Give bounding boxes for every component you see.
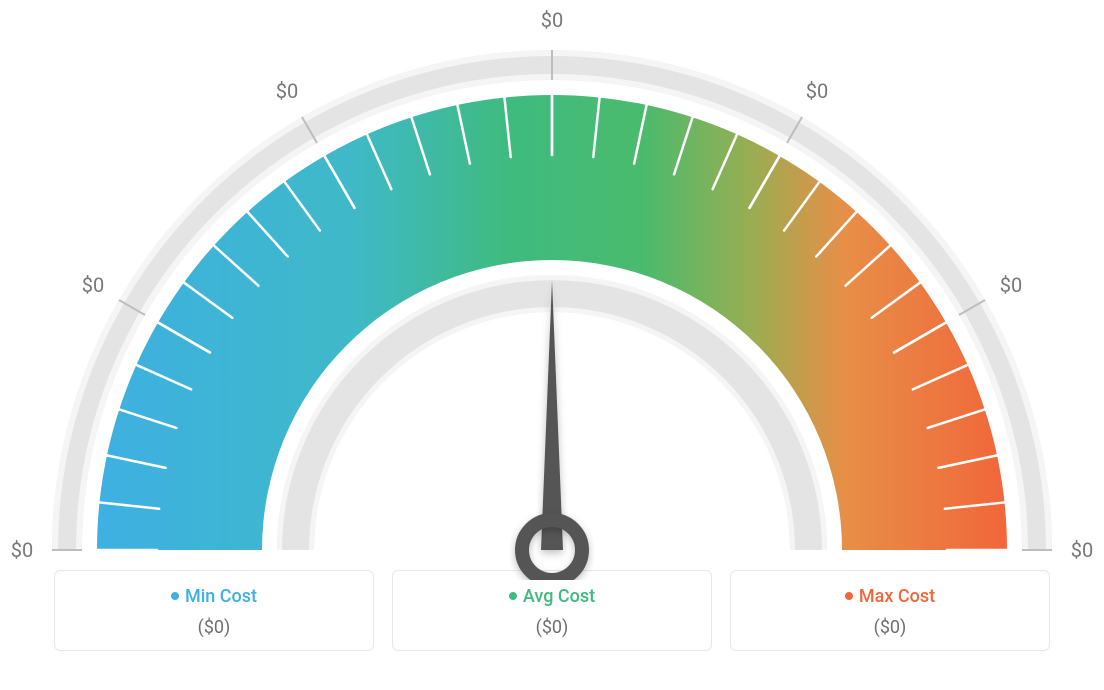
legend-card-max: Max Cost ($0) <box>730 570 1050 651</box>
legend-value-max: ($0) <box>731 617 1049 638</box>
legend-dot-icon <box>171 592 179 600</box>
legend-card-avg: Avg Cost ($0) <box>392 570 712 651</box>
gauge-tick-label: $0 <box>276 79 298 103</box>
gauge-tick-label: $0 <box>806 79 828 103</box>
legend-value-min: ($0) <box>55 617 373 638</box>
gauge-tick-label: $0 <box>541 8 563 32</box>
legend-card-min: Min Cost ($0) <box>54 570 374 651</box>
gauge-svg <box>0 20 1104 580</box>
legend-value-avg: ($0) <box>393 617 711 638</box>
legend-title-min: Min Cost <box>171 586 257 607</box>
legend-title-avg: Avg Cost <box>509 586 595 607</box>
gauge-tick-label: $0 <box>1071 538 1093 562</box>
legend-title-text: Max Cost <box>859 586 935 607</box>
legend-title-text: Avg Cost <box>523 586 595 607</box>
legend-dot-icon <box>509 592 517 600</box>
gauge-tick-label: $0 <box>82 273 104 297</box>
legend-dot-icon <box>845 592 853 600</box>
legend-title-max: Max Cost <box>845 586 935 607</box>
gauge-tick-label: $0 <box>1000 273 1022 297</box>
gauge-chart: $0 $0 $0 $0 $0 $0 $0 <box>0 0 1104 560</box>
gauge-tick-label: $0 <box>11 538 33 562</box>
legend-row: Min Cost ($0) Avg Cost ($0) Max Cost ($0… <box>0 570 1104 651</box>
legend-title-text: Min Cost <box>185 586 257 607</box>
